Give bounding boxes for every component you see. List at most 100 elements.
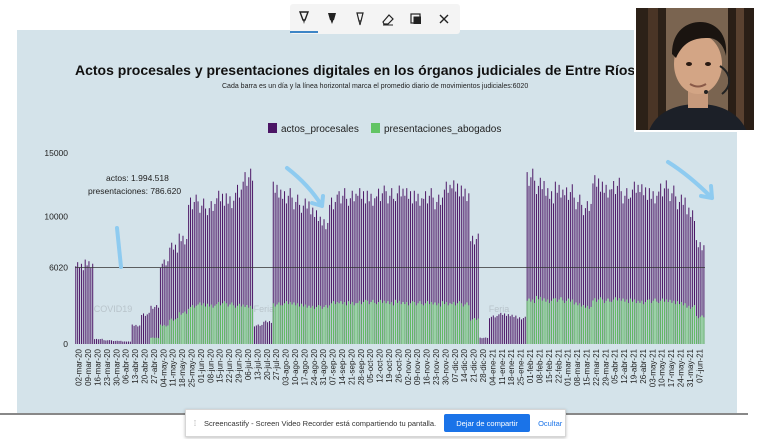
bar-actos-procesales bbox=[682, 204, 684, 344]
stop-sharing-button[interactable]: Dejar de compartir bbox=[444, 414, 531, 432]
bar-presentaciones-abogados bbox=[541, 300, 543, 344]
bar-presentaciones-abogados bbox=[470, 320, 472, 344]
bar-presentaciones-abogados bbox=[447, 305, 449, 344]
bar-actos-procesales bbox=[532, 168, 534, 344]
bar-presentaciones-abogados bbox=[410, 303, 412, 344]
bar-presentaciones-abogados bbox=[543, 298, 545, 344]
bar-actos-procesales bbox=[641, 184, 643, 344]
screen-share-notification: ⁞ Screencastify - Screen Video Recorder … bbox=[185, 409, 566, 437]
bar-actos-procesales bbox=[344, 188, 346, 344]
y-tick-label: 0 bbox=[63, 339, 68, 349]
bar-presentaciones-abogados bbox=[274, 306, 276, 344]
bar-actos-procesales bbox=[447, 192, 449, 344]
bar-actos-procesales bbox=[667, 188, 669, 344]
bar-actos-procesales bbox=[468, 193, 470, 344]
pen-tool-button[interactable] bbox=[290, 5, 318, 33]
legend-swatch-presentaciones bbox=[371, 123, 380, 133]
bar-actos-procesales bbox=[522, 318, 524, 344]
bar-actos-procesales bbox=[485, 337, 487, 344]
x-tick-label: 07-dic-20 bbox=[451, 348, 460, 382]
x-tick-label: 16-nov-20 bbox=[423, 348, 432, 385]
bar-presentaciones-abogados bbox=[163, 324, 165, 344]
pen-outline-tool-button[interactable] bbox=[346, 5, 374, 33]
bar-actos-procesales bbox=[178, 233, 180, 344]
bar-presentaciones-abogados bbox=[650, 302, 652, 344]
bar-presentaciones-abogados bbox=[167, 325, 169, 344]
bar-actos-procesales bbox=[229, 196, 231, 344]
bar-presentaciones-abogados bbox=[419, 301, 421, 344]
bar-actos-procesales bbox=[695, 240, 697, 344]
bar-presentaciones-abogados bbox=[238, 303, 240, 344]
bar-presentaciones-abogados bbox=[618, 298, 620, 344]
x-tick-label: 03-ago-20 bbox=[282, 348, 291, 385]
x-tick-label: 08-jun-20 bbox=[206, 348, 215, 382]
bar-actos-procesales bbox=[253, 326, 255, 344]
bar-actos-procesales bbox=[673, 185, 675, 344]
x-tick-label: 01-mar-21 bbox=[564, 348, 573, 385]
bar-actos-procesales bbox=[171, 242, 173, 344]
bar-presentaciones-abogados bbox=[276, 304, 278, 344]
bar-actos-procesales bbox=[114, 340, 116, 344]
x-tick-label: 09-nov-20 bbox=[413, 348, 422, 385]
bar-presentaciones-abogados bbox=[564, 302, 566, 344]
bar-actos-procesales bbox=[494, 317, 496, 344]
bar-presentaciones-abogados bbox=[206, 303, 208, 344]
bar-actos-procesales bbox=[184, 244, 186, 344]
bar-presentaciones-abogados bbox=[216, 304, 218, 344]
x-tick-label: 15-mar-21 bbox=[582, 348, 591, 385]
bar-presentaciones-abogados bbox=[197, 304, 199, 344]
bar-actos-procesales bbox=[398, 185, 400, 344]
bar-actos-procesales bbox=[88, 261, 90, 344]
bar-presentaciones-abogados bbox=[199, 302, 201, 344]
bar-presentaciones-abogados bbox=[534, 302, 536, 344]
bar-actos-procesales bbox=[504, 313, 506, 344]
bar-actos-procesales bbox=[404, 195, 406, 344]
bar-actos-procesales bbox=[244, 172, 246, 344]
bar-presentaciones-abogados bbox=[287, 304, 289, 344]
bar-presentaciones-abogados bbox=[628, 302, 630, 344]
bar-actos-procesales bbox=[528, 185, 530, 344]
bar-presentaciones-abogados bbox=[293, 302, 295, 344]
bar-actos-procesales bbox=[167, 261, 169, 344]
bar-actos-procesales bbox=[609, 189, 611, 344]
bar-presentaciones-abogados bbox=[316, 306, 317, 344]
x-tick-label: 19-abr-21 bbox=[629, 348, 638, 383]
bar-presentaciones-abogados bbox=[340, 301, 342, 344]
bar-actos-procesales bbox=[400, 196, 402, 344]
bar-presentaciones-abogados bbox=[545, 301, 547, 344]
highlighter-tool-button[interactable] bbox=[318, 5, 346, 33]
x-tick-label: 12-oct-20 bbox=[376, 348, 385, 382]
bar-presentaciones-abogados bbox=[677, 301, 679, 344]
bar-actos-procesales bbox=[188, 204, 190, 344]
chart-subtitle: Cada barra es un día y la línea horizont… bbox=[222, 83, 528, 90]
clear-drawings-button[interactable] bbox=[402, 5, 430, 33]
x-tick-label: 29-jun-20 bbox=[235, 348, 244, 382]
bar-actos-procesales bbox=[255, 325, 257, 344]
bar-presentaciones-abogados bbox=[387, 301, 389, 344]
bar-presentaciones-abogados bbox=[297, 303, 299, 344]
bar-actos-procesales bbox=[519, 317, 521, 344]
annotation-toolbar bbox=[290, 4, 460, 34]
drag-handle-icon[interactable]: ⁞ bbox=[193, 418, 197, 428]
bar-actos-procesales bbox=[174, 244, 176, 344]
bar-actos-procesales bbox=[615, 194, 617, 344]
bar-actos-procesales bbox=[122, 341, 124, 344]
bar-actos-procesales bbox=[406, 188, 408, 344]
bar-actos-procesales bbox=[295, 201, 297, 344]
bar-presentaciones-abogados bbox=[637, 300, 639, 344]
bar-actos-procesales bbox=[690, 216, 692, 344]
eraser-tool-button[interactable] bbox=[374, 5, 402, 33]
x-tick-label: 22-feb-21 bbox=[554, 348, 563, 383]
hide-link[interactable]: Ocultar bbox=[538, 418, 563, 428]
bar-actos-procesales bbox=[374, 198, 376, 344]
bar-actos-procesales bbox=[633, 181, 635, 344]
bar-actos-procesales bbox=[500, 312, 502, 344]
bar-presentaciones-abogados bbox=[658, 302, 660, 344]
bar-presentaciones-abogados bbox=[652, 300, 654, 344]
bar-actos-procesales bbox=[630, 197, 632, 344]
bar-actos-procesales bbox=[150, 305, 152, 344]
bar-presentaciones-abogados bbox=[396, 302, 398, 344]
close-toolbar-button[interactable] bbox=[430, 5, 458, 33]
bar-actos-procesales bbox=[481, 338, 483, 344]
